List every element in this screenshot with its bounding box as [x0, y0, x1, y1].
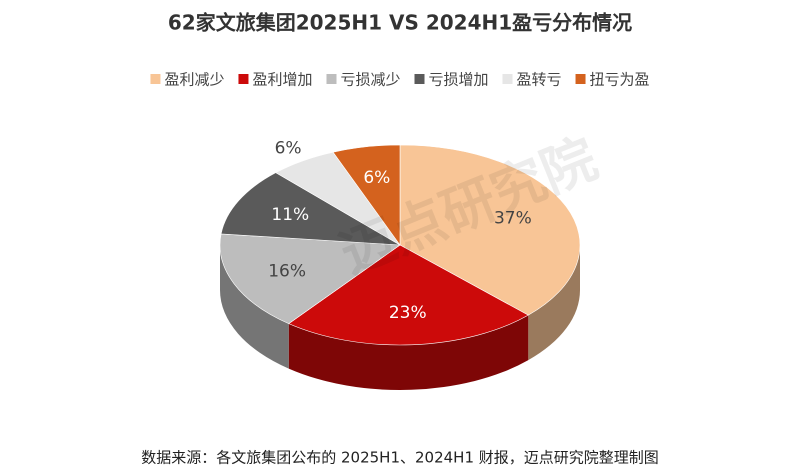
value-label: 11%: [271, 205, 309, 225]
slice: [332, 144, 401, 246]
pie-tops: [219, 144, 581, 346]
legend-label: 扭亏为盈: [590, 71, 650, 89]
value-label: 23%: [389, 303, 427, 323]
chart-title: 62家文旅集团2025H1 VS 2024H1盈亏分布情况: [168, 11, 632, 35]
value-label: 6%: [275, 138, 302, 158]
slice: [288, 244, 529, 346]
legend-label: 盈利减少: [164, 71, 224, 89]
slice-side: [288, 315, 529, 390]
legend: 盈利减少 盈利增加 亏损减少 亏损增加 盈转亏 扭亏为盈: [150, 71, 650, 89]
pie-labels: 37% 23% 16% 11% 6% 6%: [268, 138, 532, 323]
value-label: 37%: [494, 209, 532, 229]
value-label: 16%: [268, 261, 306, 281]
value-label: 6%: [363, 168, 390, 188]
legend-swatch: [414, 74, 425, 84]
legend-swatch: [502, 74, 513, 84]
slice: [220, 172, 401, 246]
legend-swatch: [326, 74, 337, 84]
pie-sides: [220, 245, 580, 390]
legend-label: 盈转亏: [517, 71, 562, 89]
legend-swatch: [575, 74, 586, 84]
legend-swatch: [238, 74, 249, 84]
source-note: 数据来源：各文旅集团公布的 2025H1、2024H1 财报，迈点研究院整理制图: [141, 449, 659, 467]
legend-label: 亏损减少: [340, 71, 400, 89]
slice: [399, 144, 581, 316]
slice: [219, 233, 401, 324]
legend-label: 盈利增加: [252, 71, 312, 89]
slice-side: [528, 245, 580, 361]
legend-swatch: [150, 74, 161, 84]
legend-label: 亏损增加: [429, 71, 489, 89]
slice-side: [220, 245, 289, 369]
